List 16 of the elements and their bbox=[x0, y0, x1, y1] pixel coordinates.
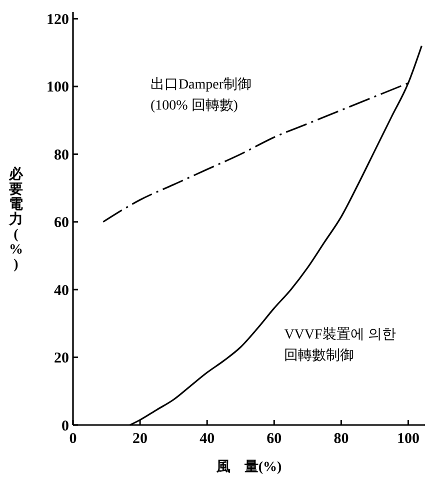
x-tick-label: 100 bbox=[396, 431, 420, 447]
series-label: VVVF裝置에 의한 回轉數制御 bbox=[284, 326, 396, 364]
y-tick-label: 80 bbox=[54, 147, 69, 164]
y-tick-label: 40 bbox=[54, 282, 69, 299]
x-tick-label: 60 bbox=[266, 431, 282, 447]
y-tick-label: 0 bbox=[62, 418, 69, 434]
x-tick-label: 80 bbox=[334, 431, 349, 447]
x-axis-title: 風 量(%) bbox=[215, 459, 282, 475]
x-tick-label: 20 bbox=[132, 431, 148, 447]
y-tick-label: 60 bbox=[54, 215, 69, 232]
x-tick-label: 40 bbox=[200, 431, 215, 447]
y-axis-title: 必要電力(%) bbox=[8, 166, 24, 272]
text: 出口Damper制御 (100% 回轉數) bbox=[150, 76, 252, 114]
y-tick-label: 100 bbox=[46, 80, 69, 96]
y-tick-label: 20 bbox=[54, 350, 69, 367]
y-tick-label: 120 bbox=[46, 12, 69, 28]
